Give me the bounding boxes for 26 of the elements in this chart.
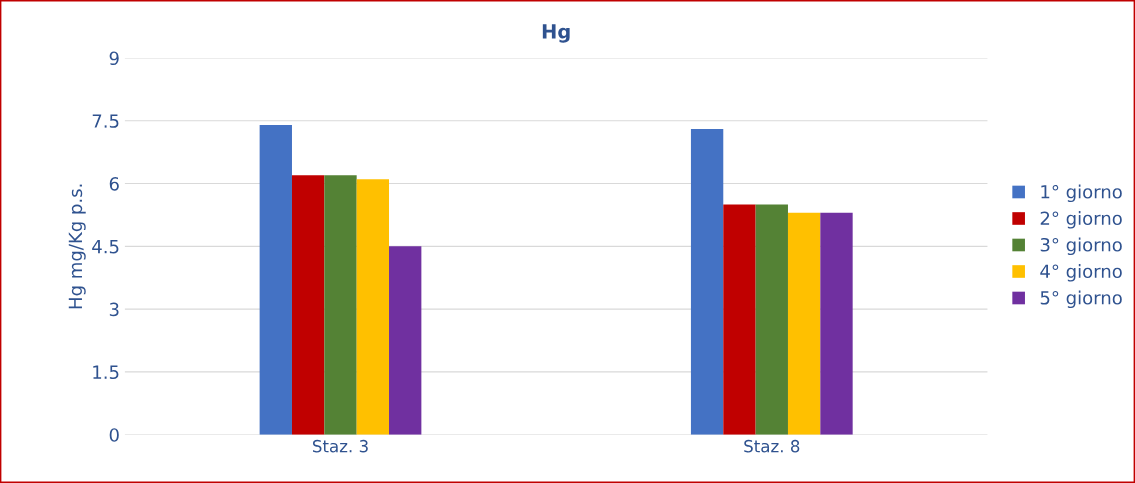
bar: [723, 204, 756, 435]
y-tick-label: 1.5: [93, 365, 119, 380]
legend-label: 3° giorno: [1040, 237, 1122, 256]
bar: [787, 212, 821, 435]
bar: [389, 246, 422, 435]
bar: [356, 179, 390, 435]
bar: [820, 212, 853, 435]
x-tick-label: Staz. 8: [744, 439, 800, 453]
y-axis-title: Hg mg/Kg p.s.: [68, 184, 86, 309]
bar: [755, 204, 788, 435]
chart-title: Hg: [542, 24, 570, 43]
legend-label: 4° giorno: [1040, 264, 1122, 282]
bar: [324, 175, 357, 435]
legend-label: 5° giorno: [1040, 290, 1122, 309]
legend-label: 1° giorno: [1041, 184, 1122, 203]
bar: [690, 129, 724, 435]
bar: [259, 124, 292, 435]
y-tick-label: 6: [109, 177, 119, 191]
bar: [291, 175, 325, 435]
y-tick-label: 3: [109, 302, 119, 317]
y-tick-label: 0: [109, 428, 119, 442]
x-tick-label: Staz. 3: [312, 439, 368, 453]
legend-label: 2° giorno: [1040, 211, 1122, 229]
y-tick-label: 4.5: [92, 240, 119, 254]
y-tick-label: 9: [109, 51, 119, 66]
y-tick-label: 7.5: [92, 114, 119, 128]
